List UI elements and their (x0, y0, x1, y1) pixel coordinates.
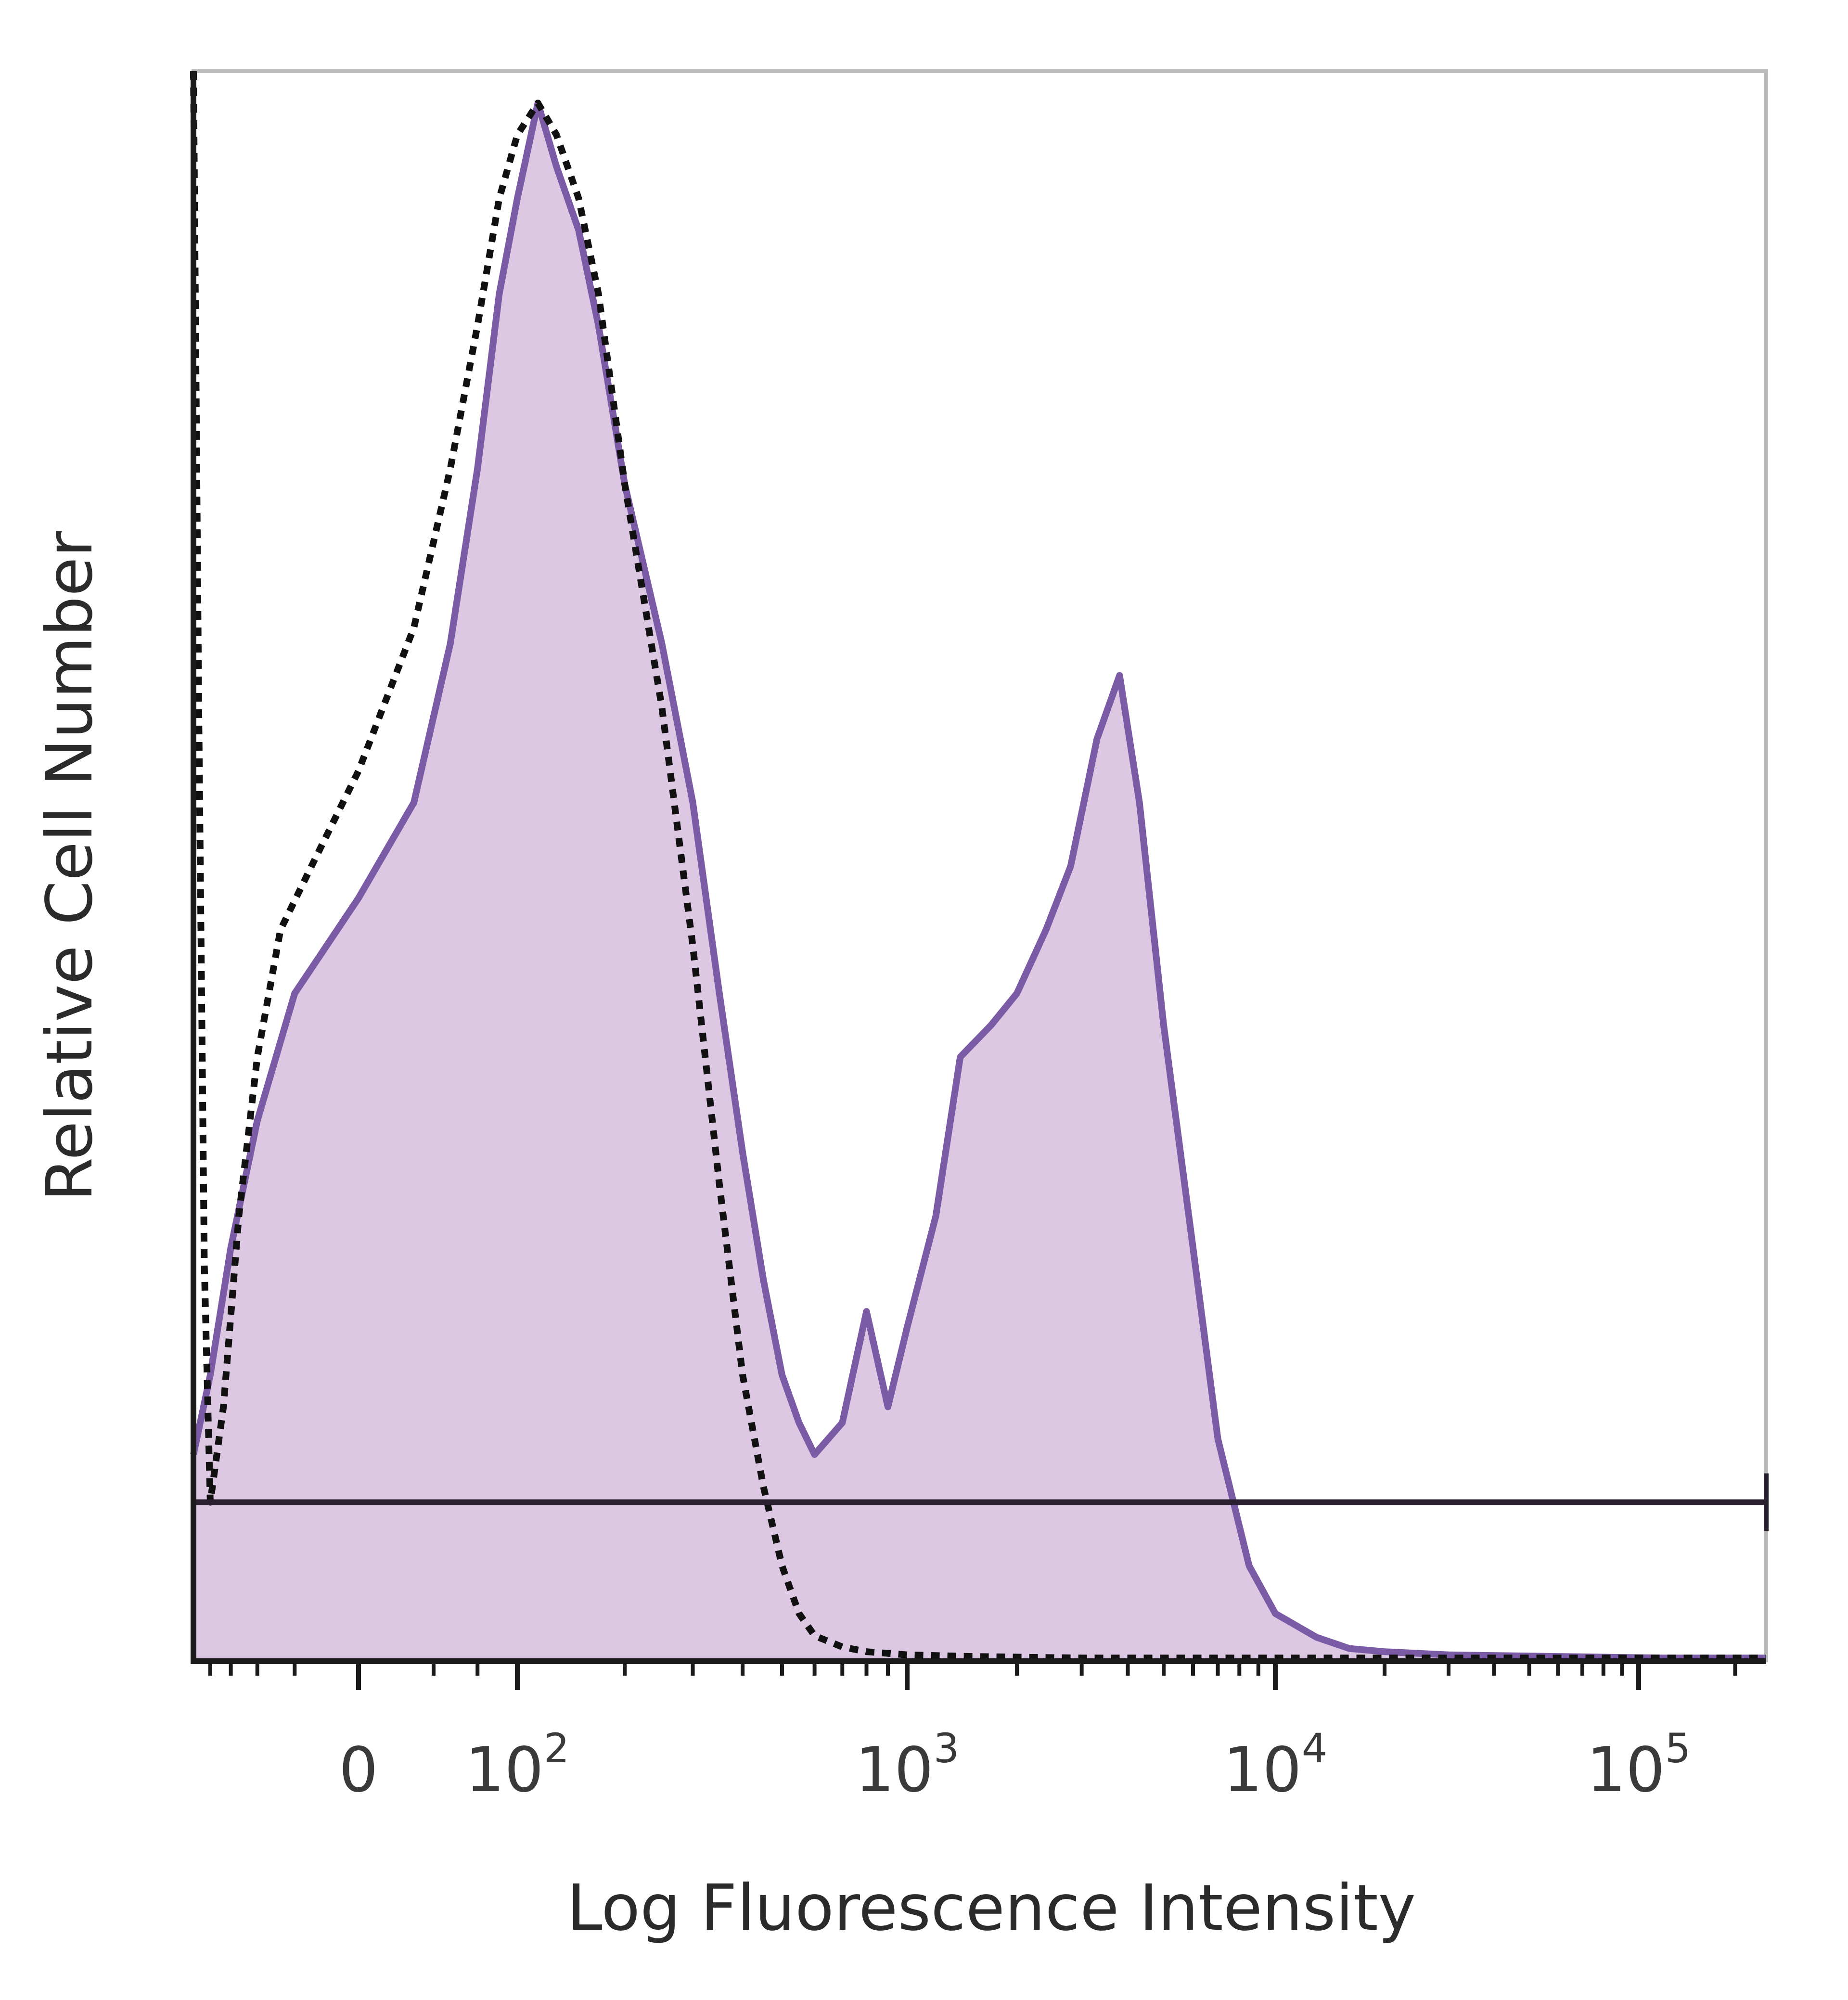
isotype-control-dotted-line (190, 71, 1766, 1662)
x-tick-label: 0 (339, 1734, 378, 1806)
x-axis-title: Log Fluorescence Intensity (567, 1871, 1416, 1945)
x-tick-label: 103 (855, 1725, 959, 1806)
stained-series-line (190, 100, 1766, 1662)
stained-series-fill (193, 103, 1766, 1661)
x-tick-label: 104 (1223, 1725, 1327, 1806)
series-layer (190, 71, 1766, 1662)
x-tick-label: 105 (1587, 1725, 1691, 1806)
x-axis-ticks: 0 102 103 104 105 (208, 1661, 1737, 1806)
gate-layer (193, 1473, 1769, 1531)
x-tick-label: 102 (465, 1725, 569, 1806)
y-axis-title: Relative Cell Number (33, 531, 107, 1202)
